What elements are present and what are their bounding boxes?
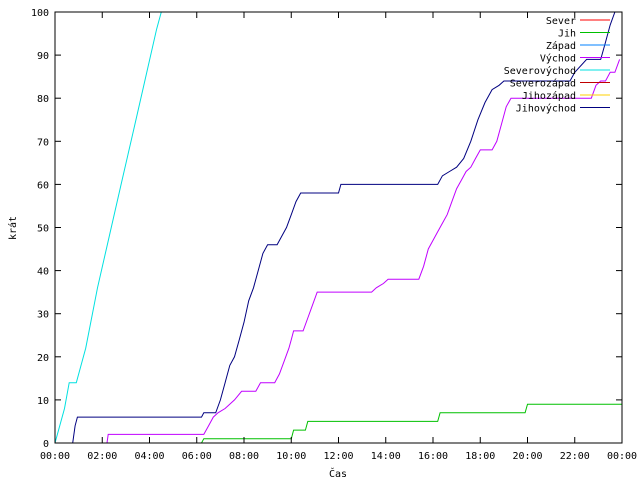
legend: Sever JihZápadVýchodSeverovýchodSeverozáp… bbox=[504, 16, 610, 115]
x-tick-label: 00:00 bbox=[40, 451, 70, 462]
x-axis-label: Čas bbox=[329, 467, 347, 480]
legend-label-zapad: Západ bbox=[546, 40, 576, 52]
x-tick-label: 16:00 bbox=[418, 451, 448, 462]
x-tick-label: 06:00 bbox=[182, 451, 212, 462]
x-tick-label: 02:00 bbox=[87, 451, 117, 462]
legend-label-severovychod: Severovýchod bbox=[504, 65, 576, 77]
series-line-severovychod bbox=[55, 12, 162, 443]
x-tick-label: 12:00 bbox=[323, 451, 353, 462]
legend-label-vychod: Východ bbox=[540, 53, 576, 65]
x-tick-label: 04:00 bbox=[134, 451, 164, 462]
x-tick-label: 14:00 bbox=[371, 451, 401, 462]
series-line-vychod bbox=[55, 59, 621, 443]
series-line-jih bbox=[55, 403, 622, 443]
y-tick-label: 20 bbox=[37, 353, 49, 364]
y-tick-label: 40 bbox=[37, 267, 49, 278]
x-tick-label: 18:00 bbox=[465, 451, 495, 462]
y-tick-label: 70 bbox=[37, 137, 49, 148]
legend-label-severozapad: Severozápad bbox=[510, 78, 576, 90]
x-tick-label: 22:00 bbox=[560, 451, 590, 462]
legend-label-sever: Sever bbox=[546, 16, 576, 27]
x-tick-label: 10:00 bbox=[276, 451, 306, 462]
y-tick-label: 100 bbox=[31, 8, 49, 19]
x-tick-label: 20:00 bbox=[512, 451, 542, 462]
x-tick-label: 08:00 bbox=[229, 451, 259, 462]
series-layer bbox=[55, 12, 622, 443]
y-tick-label: 50 bbox=[37, 224, 49, 235]
legend-label-jihozapad: Jihozápad bbox=[522, 90, 576, 102]
legend-label-jihovychod: Jihovýchod bbox=[516, 103, 576, 115]
y-tick-label: 90 bbox=[37, 51, 49, 62]
y-axis-label: krát bbox=[7, 216, 19, 240]
ticks-layer: 00:00 02:00 04:00 06:00 08:00 10:00 12:00 14:00… bbox=[31, 8, 637, 462]
y-tick-label: 10 bbox=[37, 396, 49, 407]
y-tick-label: 0 bbox=[43, 439, 49, 450]
y-tick-label: 80 bbox=[37, 94, 49, 105]
y-tick-label: 60 bbox=[37, 180, 49, 191]
y-tick-label: 30 bbox=[37, 310, 49, 321]
legend-label-jih: Jih bbox=[558, 29, 576, 40]
series-line-jihovychod bbox=[55, 12, 616, 443]
x-tick-label: 00:00 bbox=[607, 451, 637, 462]
